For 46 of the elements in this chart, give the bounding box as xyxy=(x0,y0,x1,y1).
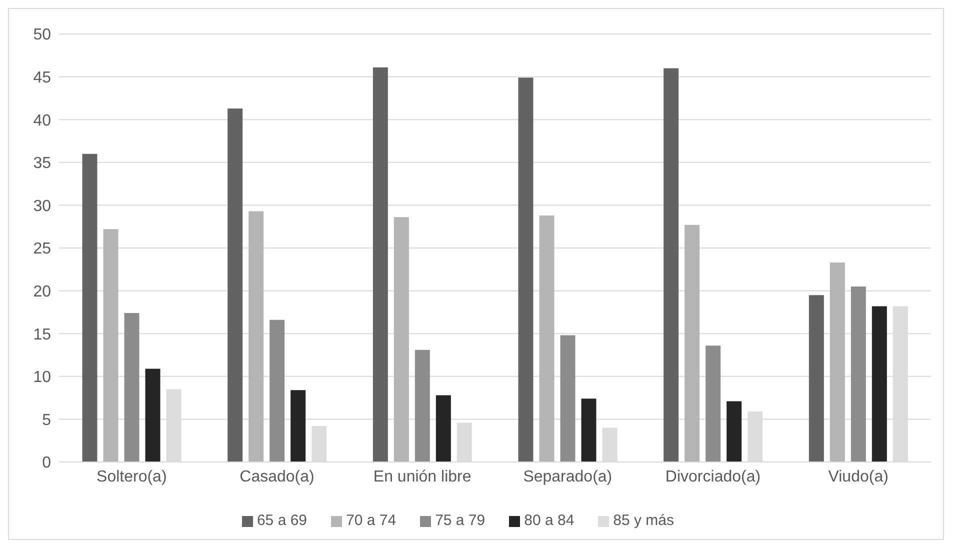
bar xyxy=(830,262,845,462)
legend-label: 65 a 69 xyxy=(256,512,308,529)
x-tick-label: Separado(a) xyxy=(523,468,612,486)
y-tick-label: 25 xyxy=(33,240,52,258)
y-tick-label: 20 xyxy=(33,283,52,300)
bar xyxy=(436,395,451,462)
y-tick-label: 35 xyxy=(33,155,52,172)
legend-label: 75 a 79 xyxy=(435,512,486,529)
bar xyxy=(560,335,576,462)
legend-label: 80 a 84 xyxy=(524,512,574,529)
bar xyxy=(394,217,409,462)
x-tick-label: En unión libre xyxy=(373,468,472,486)
bar xyxy=(228,108,243,462)
bar xyxy=(103,229,118,462)
y-tick-label: 50 xyxy=(33,26,52,44)
bar xyxy=(684,224,700,462)
bar xyxy=(664,68,679,462)
y-tick-label: 5 xyxy=(42,412,52,429)
bar xyxy=(145,368,160,462)
bar xyxy=(850,286,866,462)
y-tick-label: 40 xyxy=(33,112,52,130)
bar xyxy=(581,398,596,462)
bar xyxy=(414,350,430,462)
bar xyxy=(518,78,534,462)
x-tick-label: Soltero(a) xyxy=(96,468,167,486)
bar xyxy=(539,215,554,462)
bar xyxy=(726,401,742,462)
x-tick-label: Divorciado(a) xyxy=(665,468,761,486)
y-tick-label: 10 xyxy=(33,369,52,386)
y-tick-label: 45 xyxy=(33,69,52,86)
x-tick-label: Casado(a) xyxy=(240,468,314,486)
bar xyxy=(248,211,264,462)
x-tick-label: Viudo(a) xyxy=(828,468,888,486)
legend-label: 85 y más xyxy=(613,512,674,529)
bar xyxy=(270,320,285,462)
bar xyxy=(124,313,140,462)
bar xyxy=(82,154,98,462)
legend-label: 70 a 74 xyxy=(346,512,396,529)
bar xyxy=(706,346,721,462)
bar xyxy=(808,295,824,462)
bar xyxy=(372,67,388,462)
bar xyxy=(872,306,887,462)
y-tick-label: 15 xyxy=(33,326,52,344)
bar xyxy=(290,390,306,462)
y-tick-label: 30 xyxy=(33,198,52,215)
y-tick-label: 0 xyxy=(42,454,52,472)
